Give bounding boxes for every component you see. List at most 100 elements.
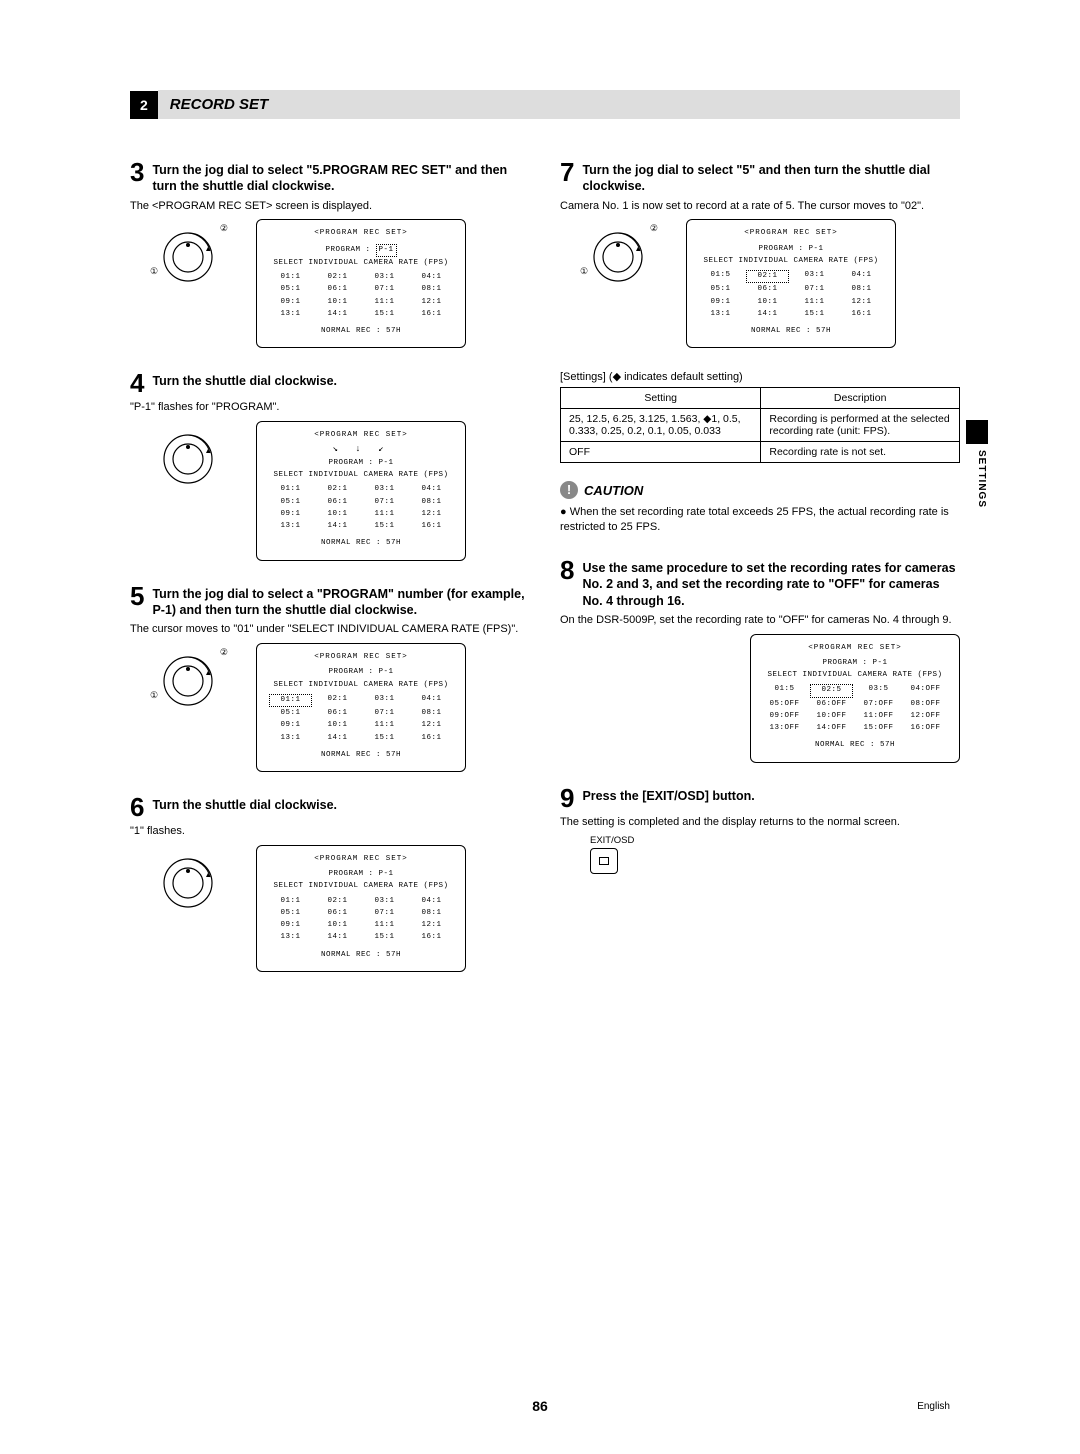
step-body: The setting is completed and the display… [560,815,960,830]
jog-dial-illustration: ② ① [160,653,216,709]
osd-bottom: NORMAL REC : 57H [269,326,453,337]
osd-program-val: P-1 [379,668,394,676]
step-title: Turn the jog dial to select a "PROGRAM" … [152,586,530,619]
osd-program-val: P-1 [809,245,824,253]
left-column: 3 Turn the jog dial to select "5.PROGRAM… [130,159,530,994]
step-body: "1" flashes. [130,824,530,839]
osd-subtitle: SELECT INDIVIDUAL CAMERA RATE (FPS) [269,881,453,892]
step-num: 7 [560,159,574,185]
osd-subtitle: SELECT INDIVIDUAL CAMERA RATE (FPS) [269,680,453,691]
osd-title: <PROGRAM REC SET> [269,430,453,441]
step-title: Turn the jog dial to select "5" and then… [582,162,960,195]
osd-grid: 01:102:103:104:105:106:107:108:109:110:1… [269,694,453,744]
osd-program-label: PROGRAM : [325,246,370,254]
step-num: 5 [130,583,144,609]
callout-2: ② [650,223,658,234]
step-title: Press the [EXIT/OSD] button. [582,788,754,804]
osd-program-label: PROGRAM : [822,659,867,667]
caution-header: ! CAUTION [560,481,960,499]
osd-screen: <PROGRAM REC SET> PROGRAM : P-1 SELECT I… [686,219,896,348]
osd-bottom: NORMAL REC : 57H [699,326,883,337]
callout-2: ② [220,647,228,658]
osd-bottom: NORMAL REC : 57H [269,750,453,761]
jog-dial-illustration: ② ① [160,229,216,285]
side-tab-label: SETTINGS [976,450,987,508]
osd-subtitle: SELECT INDIVIDUAL CAMERA RATE (FPS) [269,470,453,481]
table-header: Setting [561,388,761,409]
table-row: 25, 12.5, 6.25, 3.125, 1.563, ◆1, 0.5, 0… [561,409,960,442]
step-4: 4 Turn the shuttle dial clockwise. "P-1"… [130,370,530,560]
side-tab-marker [966,420,988,444]
flash-arrows: ↘ ↓ ↙ [269,443,453,457]
callout-2: ② [220,223,228,234]
osd-title: <PROGRAM REC SET> [699,228,883,239]
osd-bottom: NORMAL REC : 57H [269,538,453,549]
callout-1: ① [580,266,588,277]
osd-grid: 01:502:503:504:OFF05:OFF06:OFF07:OFF08:O… [763,684,947,734]
table-row: OFF Recording rate is not set. [561,442,960,463]
osd-subtitle: SELECT INDIVIDUAL CAMERA RATE (FPS) [763,670,947,681]
section-header: 2 RECORD SET [130,90,960,119]
osd-screen: <PROGRAM REC SET> PROGRAM : P-1 SELECT I… [256,845,466,972]
step-body: Camera No. 1 is now set to record at a r… [560,199,960,214]
callout-1: ① [150,266,158,277]
right-column: 7 Turn the jog dial to select "5" and th… [560,159,960,994]
shuttle-dial-illustration [160,431,216,487]
osd-grid: 01:502:103:104:105:106:107:108:109:110:1… [699,270,883,320]
osd-screen: <PROGRAM REC SET> PROGRAM : P-1 SELECT I… [750,634,960,763]
osd-bottom: NORMAL REC : 57H [763,740,947,751]
osd-screen: <PROGRAM REC SET> PROGRAM : P-1 SELECT I… [256,219,466,348]
section-number: 2 [130,91,158,119]
step-7: 7 Turn the jog dial to select "5" and th… [560,159,960,348]
osd-program-label: PROGRAM : [328,668,373,676]
caution-title: CAUTION [584,483,643,498]
table-header: Description [761,388,960,409]
step-title: Turn the jog dial to select "5.PROGRAM R… [152,162,530,195]
settings-note: [Settings] (◆ indicates default setting) [560,370,960,383]
step-title: Turn the shuttle dial clockwise. [152,797,337,813]
section-title: RECORD SET [158,90,960,119]
step-num: 4 [130,370,144,396]
caution-icon: ! [560,481,578,499]
step-body: On the DSR-5009P, set the recording rate… [560,613,960,628]
table-cell: Recording is performed at the selected r… [761,409,960,442]
shuttle-dial-illustration [160,855,216,911]
osd-grid: 01:102:103:104:105:106:107:108:109:110:1… [269,272,453,320]
osd-title: <PROGRAM REC SET> [269,652,453,663]
step-6: 6 Turn the shuttle dial clockwise. "1" f… [130,794,530,972]
settings-table: Setting Description 25, 12.5, 6.25, 3.12… [560,387,960,463]
exit-osd-illustration: EXIT/OSD [590,835,960,874]
table-cell: 25, 12.5, 6.25, 3.125, 1.563, ◆1, 0.5, 0… [561,409,761,442]
step-num: 9 [560,785,574,811]
step-num: 6 [130,794,144,820]
step-body: The cursor moves to "01" under "SELECT I… [130,622,530,637]
osd-bottom: NORMAL REC : 57H [269,950,453,961]
jog-dial-illustration: ② ① [590,229,646,285]
osd-title: <PROGRAM REC SET> [269,228,453,239]
step-9: 9 Press the [EXIT/OSD] button. The setti… [560,785,960,875]
language-label: English [917,1401,950,1412]
exit-osd-button-icon [590,848,618,874]
osd-program-label: PROGRAM : [328,459,373,467]
osd-screen: <PROGRAM REC SET> ↘ ↓ ↙ PROGRAM : P-1 SE… [256,421,466,561]
step-body: "P-1" flashes for "PROGRAM". [130,400,530,415]
osd-title: <PROGRAM REC SET> [763,643,947,654]
step-3: 3 Turn the jog dial to select "5.PROGRAM… [130,159,530,348]
step-8: 8 Use the same procedure to set the reco… [560,557,960,763]
step-5: 5 Turn the jog dial to select a "PROGRAM… [130,583,530,772]
step-title: Use the same procedure to set the record… [582,560,960,609]
osd-program-val: P-1 [376,244,397,257]
step-title: Turn the shuttle dial clockwise. [152,373,337,389]
table-cell: OFF [561,442,761,463]
step-num: 3 [130,159,144,185]
osd-program-val: P-1 [379,870,394,878]
osd-program-label: PROGRAM : [758,245,803,253]
exit-osd-label: EXIT/OSD [590,835,960,846]
osd-grid: 01:102:103:104:105:106:107:108:109:110:1… [269,896,453,944]
osd-subtitle: SELECT INDIVIDUAL CAMERA RATE (FPS) [269,258,453,269]
osd-program-val: P-1 [873,659,888,667]
table-cell: Recording rate is not set. [761,442,960,463]
osd-grid: 01:102:103:104:105:106:107:108:109:110:1… [269,484,453,532]
osd-program-label: PROGRAM : [328,870,373,878]
osd-title: <PROGRAM REC SET> [269,854,453,865]
